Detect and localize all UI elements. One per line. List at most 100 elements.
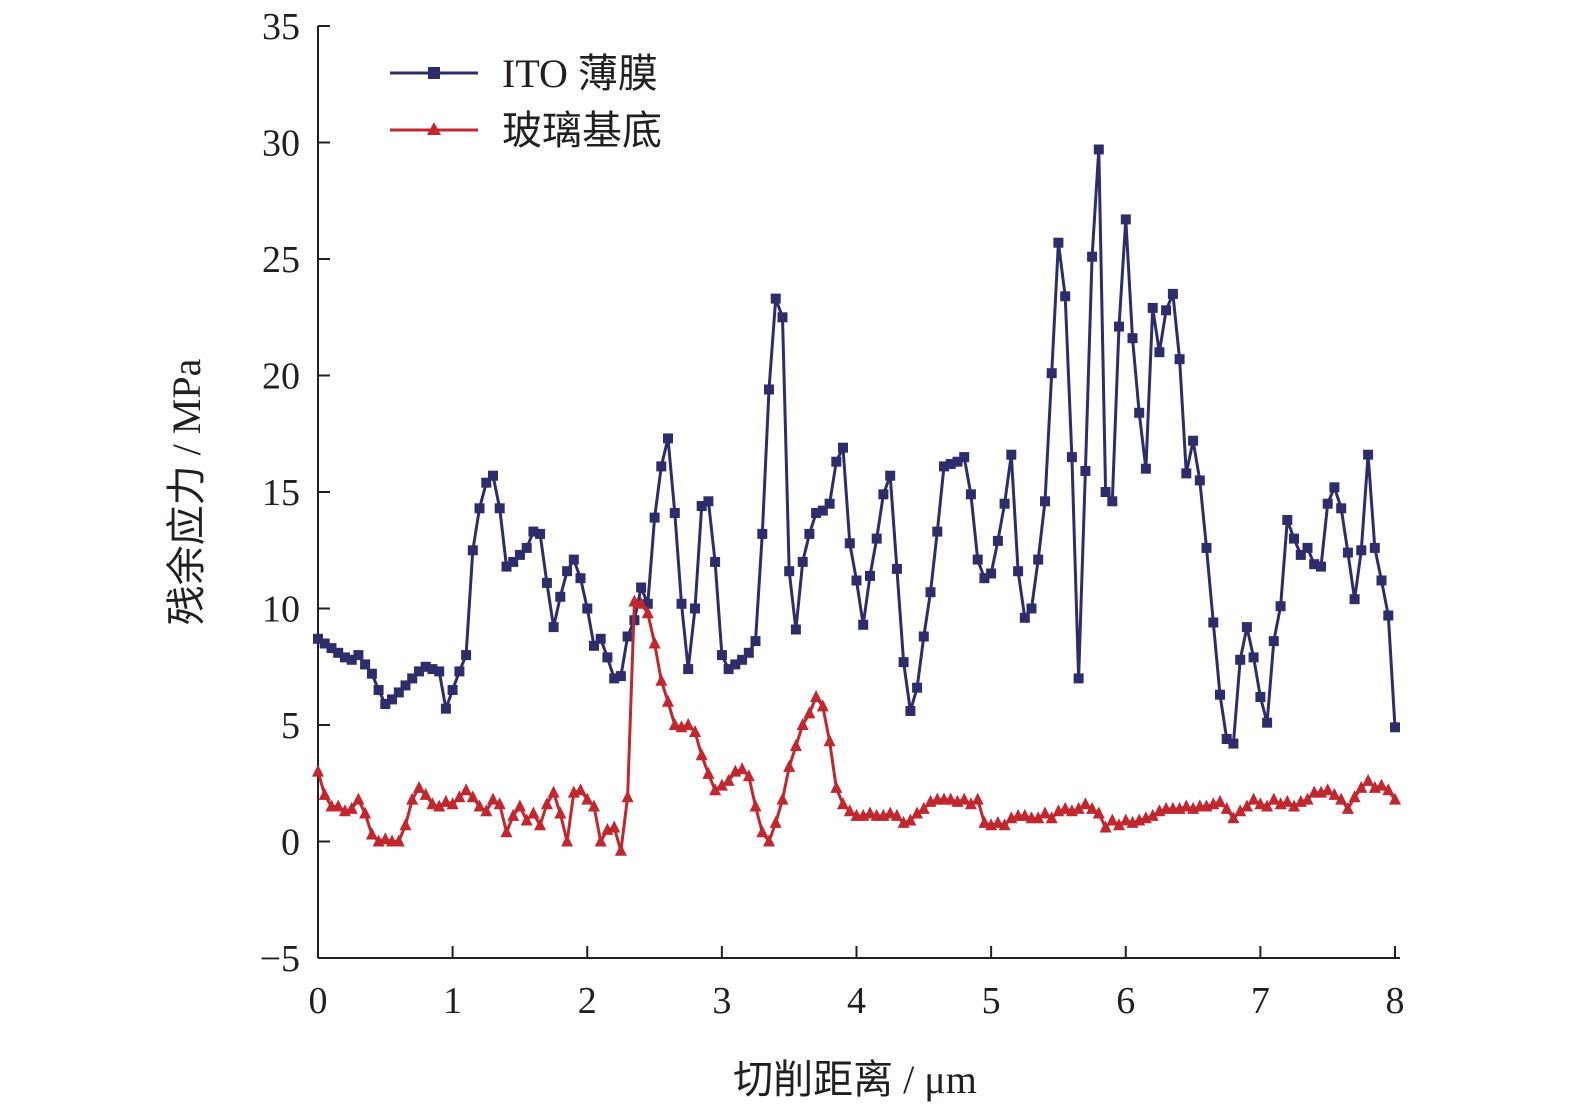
data-point	[1214, 794, 1226, 807]
data-point	[488, 470, 498, 481]
data-point	[972, 554, 983, 565]
data-point	[911, 806, 924, 819]
data-point	[406, 792, 419, 805]
data-point	[1267, 792, 1280, 805]
data-point	[898, 657, 909, 668]
data-point	[823, 734, 836, 747]
data-point	[1241, 622, 1252, 633]
data-point	[419, 787, 432, 800]
data-point	[581, 792, 594, 805]
data-point	[379, 832, 392, 845]
series-layer	[312, 144, 1401, 856]
data-point	[1235, 654, 1246, 665]
data-point	[501, 561, 512, 572]
data-point	[608, 820, 621, 833]
data-point	[958, 792, 971, 805]
data-point	[1140, 463, 1151, 474]
y-tick-label: 25	[262, 239, 300, 281]
data-point	[1335, 792, 1348, 805]
data-point	[917, 801, 930, 814]
data-point	[1039, 806, 1051, 819]
data-point	[1262, 717, 1273, 728]
data-point	[1221, 734, 1232, 744]
data-point	[1275, 601, 1286, 612]
data-point	[1220, 801, 1233, 814]
legend-marker-ito	[428, 67, 440, 79]
data-point	[609, 673, 620, 684]
data-point	[1247, 792, 1260, 805]
data-point	[641, 606, 654, 619]
data-point	[1228, 738, 1239, 749]
data-point	[858, 619, 869, 630]
data-point	[400, 680, 411, 691]
data-point	[318, 787, 331, 800]
data-point	[319, 638, 330, 649]
data-point	[1093, 144, 1104, 155]
data-point	[1059, 801, 1072, 814]
data-point	[1341, 801, 1354, 814]
data-point	[1046, 368, 1057, 379]
data-point	[1060, 291, 1071, 302]
data-point	[414, 666, 424, 677]
y-axis-label: 残余应力 / MPa	[164, 358, 209, 625]
data-point	[360, 659, 371, 670]
data-point	[514, 549, 525, 560]
data-point	[978, 815, 991, 828]
data-point	[722, 773, 735, 786]
data-point	[1100, 487, 1111, 497]
data-point	[426, 797, 439, 810]
legend-marker-glass	[427, 122, 441, 135]
data-point	[663, 433, 673, 444]
data-point	[574, 783, 587, 796]
y-tick-label: 35	[262, 6, 300, 48]
data-point	[1086, 801, 1099, 814]
data-point	[1167, 288, 1178, 299]
series-line	[317, 148, 1397, 746]
data-point	[1288, 799, 1300, 812]
data-point	[683, 664, 694, 675]
x-tick-label: 2	[578, 980, 597, 1022]
data-point	[548, 622, 559, 633]
data-point	[1174, 354, 1185, 365]
data-point	[312, 764, 324, 777]
x-tick-label: 7	[1251, 980, 1270, 1022]
data-point	[1309, 559, 1320, 570]
data-point	[789, 739, 802, 751]
y-tick-label: 10	[262, 589, 300, 631]
data-point	[454, 666, 465, 677]
data-point	[508, 556, 519, 567]
data-point	[844, 538, 855, 549]
data-point	[313, 633, 323, 644]
data-point	[562, 566, 573, 577]
data-point	[964, 797, 977, 810]
data-point	[520, 813, 533, 826]
data-point	[830, 780, 843, 793]
data-point	[1328, 787, 1341, 800]
data-point	[413, 780, 425, 793]
data-point	[541, 577, 552, 588]
data-point	[817, 505, 828, 516]
data-point	[594, 834, 607, 847]
data-point	[588, 799, 600, 812]
data-point	[1321, 783, 1334, 796]
data-point	[1033, 554, 1044, 565]
data-point	[890, 808, 903, 821]
data-point	[420, 661, 431, 672]
data-point	[715, 778, 728, 791]
data-point	[1349, 594, 1360, 605]
data-point	[1348, 790, 1361, 803]
data-point	[884, 806, 897, 819]
data-point	[1013, 566, 1024, 577]
data-point	[1066, 452, 1077, 463]
data-point	[904, 813, 917, 826]
data-point	[407, 673, 418, 684]
data-point	[891, 563, 902, 574]
data-point	[696, 501, 707, 511]
data-point	[339, 652, 350, 663]
data-point	[636, 582, 647, 593]
data-point	[1134, 407, 1145, 418]
data-point	[326, 643, 337, 654]
data-point	[461, 650, 472, 661]
data-point	[467, 545, 478, 556]
data-point	[796, 718, 809, 730]
